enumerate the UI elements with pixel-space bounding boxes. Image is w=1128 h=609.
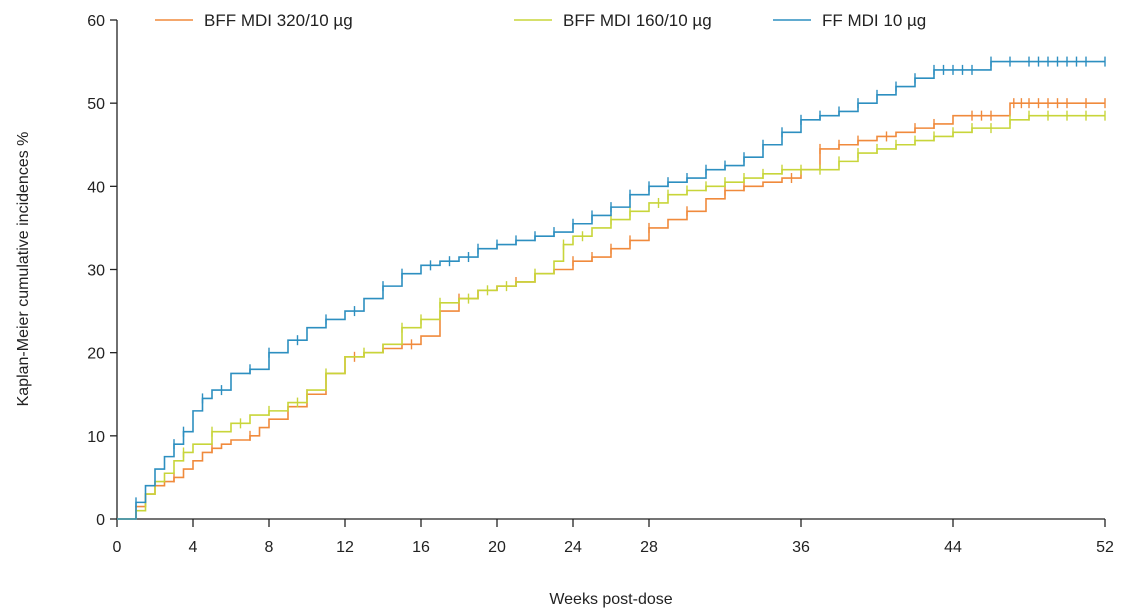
x-tick-label: 52 <box>1096 539 1114 556</box>
legend-label: FF MDI 10 µg <box>822 11 926 30</box>
y-tick-label: 50 <box>87 96 105 113</box>
legend: BFF MDI 320/10 µg BFF MDI 160/10 µg FF MDI… <box>155 11 926 30</box>
y-tick-label: 40 <box>87 179 105 196</box>
legend-item-2: BFF MDI 160/10 µg <box>514 11 712 30</box>
series-1 <box>117 98 1106 520</box>
x-axis-title: Weeks post-dose <box>549 591 672 608</box>
series-3 <box>117 56 1106 520</box>
series-line <box>117 114 1105 520</box>
x-tick-label: 28 <box>640 539 658 556</box>
series-2 <box>117 110 1106 520</box>
y-tick-label: 60 <box>87 13 105 30</box>
legend-item-1: BFF MDI 320/10 µg <box>155 11 353 30</box>
x-tick-label: 36 <box>792 539 810 556</box>
x-tick-label: 8 <box>265 539 274 556</box>
y-tick-label: 0 <box>96 512 105 529</box>
y-tick-label: 20 <box>87 346 105 363</box>
y-axis-title: Kaplan-Meier cumulative incidences % <box>15 132 32 407</box>
y-tick-label: 10 <box>87 429 105 446</box>
x-tick-label: 20 <box>488 539 506 556</box>
x-tick-label: 24 <box>564 539 582 556</box>
series-layer <box>117 56 1106 520</box>
x-tick-label: 44 <box>944 539 962 556</box>
legend-item-3: FF MDI 10 µg <box>773 11 926 30</box>
x-tick-label: 16 <box>412 539 430 556</box>
series-line <box>117 102 1105 520</box>
x-tick-label: 0 <box>113 539 122 556</box>
x-tick-label: 4 <box>189 539 198 556</box>
y-tick-label: 30 <box>87 263 105 280</box>
x-tick-label: 12 <box>336 539 354 556</box>
legend-label: BFF MDI 160/10 µg <box>563 11 712 30</box>
legend-label: BFF MDI 320/10 µg <box>204 11 353 30</box>
series-line <box>117 60 1105 520</box>
axes: 0 10 20 30 40 50 60 0 4 8 12 16 20 24 28 36 44 52 <box>87 13 1114 556</box>
